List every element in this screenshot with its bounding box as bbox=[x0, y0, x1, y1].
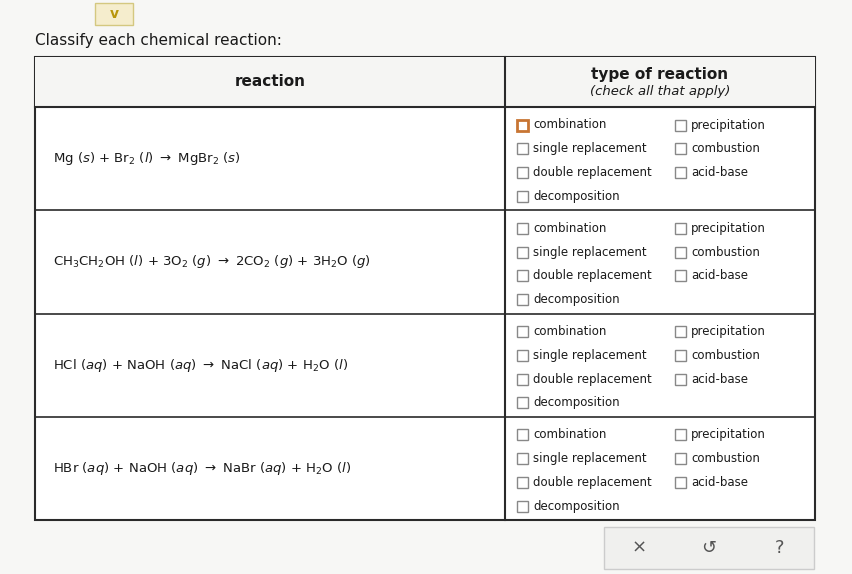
Bar bbox=[675, 247, 686, 258]
Text: double replacement: double replacement bbox=[533, 476, 652, 489]
Text: single replacement: single replacement bbox=[533, 452, 647, 465]
Bar bbox=[35, 57, 815, 520]
Bar bbox=[675, 477, 686, 488]
Bar bbox=[675, 223, 686, 234]
Bar bbox=[35, 57, 815, 107]
Text: CH$_3$CH$_2$OH $\mathit{(l)}$ + 3O$_2$ $\mathit{(g)}$ $\rightarrow$ 2CO$_2$ $\ma: CH$_3$CH$_2$OH $\mathit{(l)}$ + 3O$_2$ $… bbox=[53, 253, 371, 270]
Text: ×: × bbox=[631, 539, 647, 557]
Bar bbox=[675, 326, 686, 337]
Bar bbox=[517, 191, 528, 202]
Text: HCl $\mathit{(aq)}$ + NaOH $\mathit{(aq)}$ $\rightarrow$ NaCl $\mathit{(aq)}$ + : HCl $\mathit{(aq)}$ + NaOH $\mathit{(aq)… bbox=[53, 356, 348, 374]
Text: combustion: combustion bbox=[691, 142, 760, 156]
Bar bbox=[517, 223, 528, 234]
Text: combustion: combustion bbox=[691, 246, 760, 258]
Text: combination: combination bbox=[533, 325, 607, 338]
Text: acid-base: acid-base bbox=[691, 269, 748, 282]
Text: acid-base: acid-base bbox=[691, 166, 748, 179]
Text: decomposition: decomposition bbox=[533, 190, 619, 203]
Bar bbox=[517, 501, 528, 511]
Bar bbox=[517, 247, 528, 258]
Bar bbox=[517, 119, 528, 130]
Text: ?: ? bbox=[774, 539, 784, 557]
Text: HBr $\mathit{(aq)}$ + NaOH $\mathit{(aq)}$ $\rightarrow$ NaBr $\mathit{(aq)}$ + : HBr $\mathit{(aq)}$ + NaOH $\mathit{(aq)… bbox=[53, 460, 351, 477]
Bar bbox=[517, 326, 528, 337]
Bar bbox=[517, 397, 528, 408]
Text: v: v bbox=[110, 7, 118, 21]
Bar bbox=[675, 119, 686, 130]
Text: decomposition: decomposition bbox=[533, 293, 619, 306]
Text: combination: combination bbox=[533, 222, 607, 235]
Text: Mg $(s)$ + Br$_2$ $\mathit{(l)}$ $\rightarrow$ MgBr$_2$ $\mathit{(s)}$: Mg $(s)$ + Br$_2$ $\mathit{(l)}$ $\right… bbox=[53, 150, 241, 167]
Bar bbox=[675, 167, 686, 178]
Text: combustion: combustion bbox=[691, 452, 760, 465]
Text: reaction: reaction bbox=[234, 75, 306, 90]
Text: double replacement: double replacement bbox=[533, 373, 652, 386]
Bar bbox=[604, 527, 814, 569]
Text: precipitation: precipitation bbox=[691, 118, 766, 131]
Text: combination: combination bbox=[533, 118, 607, 131]
Bar bbox=[517, 453, 528, 464]
Bar bbox=[517, 270, 528, 281]
Bar bbox=[675, 453, 686, 464]
Bar bbox=[675, 350, 686, 361]
Bar bbox=[517, 429, 528, 440]
Bar bbox=[517, 477, 528, 488]
Text: ↺: ↺ bbox=[701, 539, 717, 557]
Bar bbox=[675, 374, 686, 385]
Text: Classify each chemical reaction:: Classify each chemical reaction: bbox=[35, 33, 282, 48]
Text: acid-base: acid-base bbox=[691, 373, 748, 386]
Text: (check all that apply): (check all that apply) bbox=[590, 84, 730, 98]
Bar bbox=[675, 270, 686, 281]
Bar bbox=[675, 429, 686, 440]
Bar bbox=[517, 144, 528, 154]
Bar bbox=[517, 350, 528, 361]
Bar bbox=[517, 374, 528, 385]
Bar bbox=[517, 294, 528, 305]
Text: decomposition: decomposition bbox=[533, 499, 619, 513]
Text: combustion: combustion bbox=[691, 349, 760, 362]
Text: single replacement: single replacement bbox=[533, 246, 647, 258]
Text: combination: combination bbox=[533, 428, 607, 441]
Text: precipitation: precipitation bbox=[691, 428, 766, 441]
Bar bbox=[675, 144, 686, 154]
Text: acid-base: acid-base bbox=[691, 476, 748, 489]
Text: precipitation: precipitation bbox=[691, 325, 766, 338]
Text: precipitation: precipitation bbox=[691, 222, 766, 235]
Text: double replacement: double replacement bbox=[533, 166, 652, 179]
Text: decomposition: decomposition bbox=[533, 397, 619, 409]
Text: type of reaction: type of reaction bbox=[591, 68, 728, 83]
Bar bbox=[517, 167, 528, 178]
Bar bbox=[95, 3, 133, 25]
Text: single replacement: single replacement bbox=[533, 349, 647, 362]
Text: double replacement: double replacement bbox=[533, 269, 652, 282]
Text: single replacement: single replacement bbox=[533, 142, 647, 156]
